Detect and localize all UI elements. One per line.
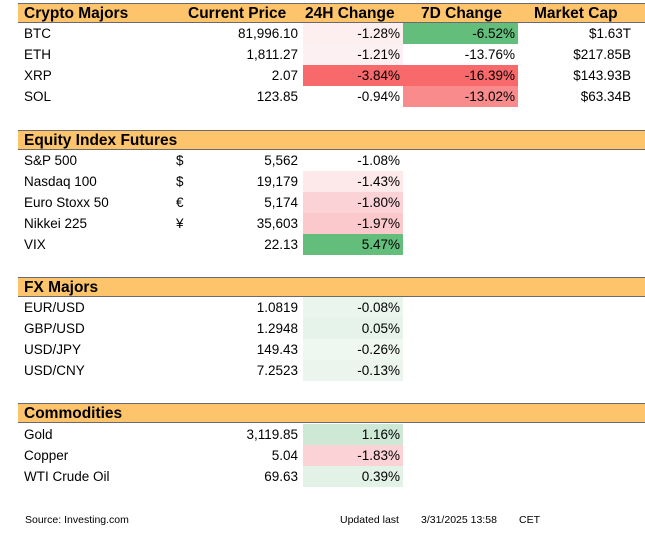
- asset-name: VIX: [24, 237, 46, 252]
- currency-symbol: €: [176, 195, 184, 210]
- market-cap-cell: $217.85B: [573, 47, 631, 62]
- change-7d-cell: -13.02%: [403, 86, 518, 107]
- table-row: GBP/USD 1.2948 0.05%: [18, 318, 645, 339]
- table-row: Gold 3,119.85 1.16%: [18, 424, 645, 445]
- change-24h-cell: -1.83%: [303, 445, 403, 466]
- market-cap-cell: $1.63T: [588, 26, 631, 41]
- change-24h-cell: -0.94%: [303, 86, 403, 107]
- change-24h-cell: 1.16%: [303, 424, 403, 445]
- change-24h-cell: -1.28%: [303, 23, 403, 44]
- price-cell: 1.0819: [256, 300, 298, 315]
- price-cell: 19,179: [256, 174, 298, 189]
- asset-name: XRP: [24, 68, 52, 83]
- price-cell: 5.04: [271, 448, 298, 463]
- change-24h-cell: -1.80%: [303, 192, 403, 213]
- table-row: Nikkei 225 ¥35,603 -1.97%: [18, 213, 645, 234]
- table-row: VIX 22.13 5.47%: [18, 234, 645, 255]
- updated-timestamp: 3/31/2025 13:58: [421, 514, 497, 526]
- crypto-title: Crypto Majors: [24, 5, 129, 22]
- currency-symbol: ¥: [176, 216, 184, 231]
- market-cap-cell: $143.93B: [573, 68, 631, 83]
- asset-name: SOL: [24, 89, 52, 104]
- fx-title: FX Majors: [24, 279, 99, 296]
- change-24h-cell: -1.08%: [303, 150, 403, 171]
- change-24h-cell: -1.97%: [303, 213, 403, 234]
- price-cell: 5,174: [264, 195, 298, 210]
- commodities-title: Commodities: [24, 405, 123, 422]
- change-24h-cell: -0.26%: [303, 339, 403, 360]
- change-7d-cell: -6.52%: [403, 23, 518, 44]
- table-row: SOL 123.85 -0.94% -13.02% $63.34B: [18, 86, 645, 107]
- price-cell: 3,119.85: [246, 427, 298, 442]
- table-row: Copper 5.04 -1.83%: [18, 445, 645, 466]
- asset-name: Copper: [24, 448, 69, 463]
- market-cap-column-header: Market Cap: [534, 5, 618, 22]
- table-row: XRP 2.07 -3.84% -16.39% $143.93B: [18, 65, 645, 86]
- table-row: BTC 81,996.10 -1.28% -6.52% $1.63T: [18, 23, 645, 44]
- updated-label: Updated last: [340, 514, 399, 526]
- change-24h-cell: -1.43%: [303, 171, 403, 192]
- currency-symbol: $: [176, 174, 184, 189]
- price-cell: 81,996.10: [237, 26, 298, 41]
- table-row: USD/CNY 7.2523 -0.13%: [18, 360, 645, 381]
- change-7d-column-header: 7D Change: [421, 5, 502, 22]
- change-24h-cell: 0.05%: [303, 318, 403, 339]
- currency-symbol: $: [176, 153, 184, 168]
- change-7d-cell: -16.39%: [403, 65, 518, 86]
- commodities-header: Commodities: [18, 403, 645, 423]
- fx-header: FX Majors: [18, 277, 645, 297]
- source-note: Source: Investing.com: [25, 514, 129, 526]
- asset-name: Nikkei 225: [24, 216, 88, 231]
- asset-name: Nasdaq 100: [24, 174, 97, 189]
- price-cell: 22.13: [264, 237, 298, 252]
- price-cell: 123.85: [256, 89, 298, 104]
- change-24h-column-header: 24H Change: [305, 5, 395, 22]
- change-24h-cell: -0.13%: [303, 360, 403, 381]
- asset-name: USD/CNY: [24, 363, 85, 378]
- change-24h-cell: 5.47%: [303, 234, 403, 255]
- crypto-header: Crypto Majors Current Price 24H Change 7…: [18, 3, 645, 23]
- asset-name: Euro Stoxx 50: [24, 195, 109, 210]
- asset-name: ETH: [24, 47, 51, 62]
- price-cell: 7.2523: [256, 363, 298, 378]
- equity-header: Equity Index Futures: [18, 130, 645, 150]
- asset-name: EUR/USD: [24, 300, 85, 315]
- table-row: S&P 500 $5,562 -1.08%: [18, 150, 645, 171]
- change-24h-cell: 0.39%: [303, 466, 403, 487]
- asset-name: BTC: [24, 26, 51, 41]
- table-row: USD/JPY 149.43 -0.26%: [18, 339, 645, 360]
- asset-name: Gold: [24, 427, 53, 442]
- table-row: Euro Stoxx 50 €5,174 -1.80%: [18, 192, 645, 213]
- asset-name: GBP/USD: [24, 321, 85, 336]
- change-24h-cell: -1.21%: [303, 44, 403, 65]
- price-column-header: Current Price: [188, 5, 287, 22]
- price-cell: 2.07: [271, 68, 298, 83]
- table-row: EUR/USD 1.0819 -0.08%: [18, 297, 645, 318]
- change-24h-cell: -3.84%: [303, 65, 403, 86]
- price-cell: 1.2948: [256, 321, 298, 336]
- asset-name: S&P 500: [24, 153, 78, 168]
- table-row: WTI Crude Oil 69.63 0.39%: [18, 466, 645, 487]
- price-cell: 149.43: [256, 342, 298, 357]
- price-cell: 1,811.27: [246, 47, 298, 62]
- price-cell: 69.63: [264, 469, 298, 484]
- table-row: Nasdaq 100 $19,179 -1.43%: [18, 171, 645, 192]
- asset-name: USD/JPY: [24, 342, 82, 357]
- change-24h-cell: -0.08%: [303, 297, 403, 318]
- price-cell: 5,562: [264, 153, 298, 168]
- table-row: ETH 1,811.27 -1.21% -13.76% $217.85B: [18, 44, 645, 65]
- asset-name: WTI Crude Oil: [24, 469, 110, 484]
- price-cell: 35,603: [256, 216, 298, 231]
- timezone-label: CET: [519, 514, 540, 526]
- market-cap-cell: $63.34B: [580, 89, 631, 104]
- change-7d-cell: -13.76%: [403, 44, 518, 65]
- equity-title: Equity Index Futures: [24, 132, 178, 149]
